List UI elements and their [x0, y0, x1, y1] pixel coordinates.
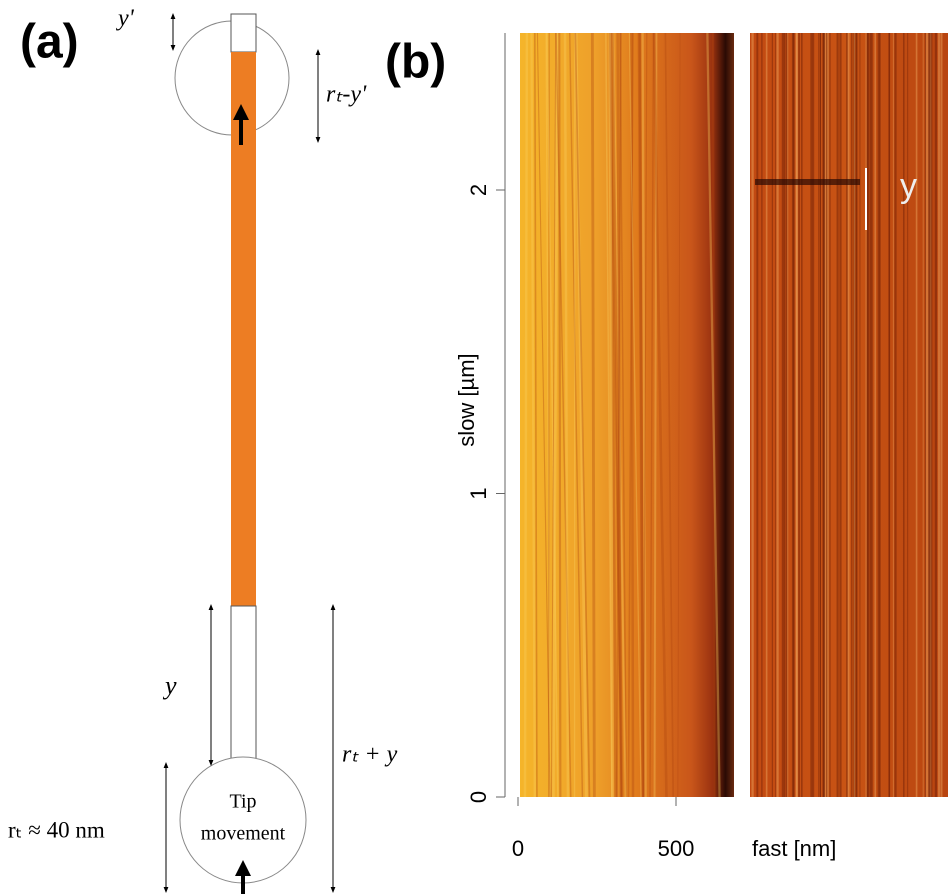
stripe	[548, 32, 550, 798]
stripe	[653, 32, 658, 798]
panel-label: (b)	[385, 36, 446, 89]
panel-a: (a) y' rₜ-y' y rₜ + y rₜ ≈ 40 nm Tip mov…	[8, 6, 398, 894]
afm-image	[520, 33, 734, 797]
y-tick-label: 0	[466, 791, 491, 803]
tip-text: movement	[201, 823, 286, 845]
stripes	[523, 32, 943, 798]
rod-empty	[230, 13, 257, 53]
stripe	[590, 32, 596, 798]
rod-empty	[230, 605, 257, 766]
stripe	[558, 32, 562, 798]
stripe	[608, 32, 623, 798]
dimension-label: y'	[116, 6, 135, 32]
panel-label: (a)	[20, 16, 79, 69]
stripe	[619, 32, 628, 798]
y-axis-label: slow [µm]	[454, 353, 479, 446]
stripe	[610, 32, 624, 798]
stripe	[638, 32, 645, 798]
stripe	[637, 32, 645, 798]
dimension-label: rₜ-y'	[326, 82, 367, 108]
afm-image	[750, 33, 948, 797]
stripe	[677, 32, 681, 798]
stripe	[652, 32, 668, 798]
stripe	[642, 32, 648, 798]
stripe	[574, 32, 591, 798]
stripe	[616, 32, 623, 798]
stripe	[627, 32, 634, 798]
dimension-label: y	[162, 671, 177, 700]
stripe	[530, 32, 536, 798]
y-tick-label: 1	[466, 487, 491, 499]
panel-b: (b) slow [µm] fast [nm] y 0 1 2 0 500	[385, 32, 948, 861]
rod-filled	[231, 52, 256, 606]
stripe	[551, 32, 559, 798]
stripe	[574, 32, 588, 798]
tip-circle	[179, 756, 307, 884]
stripe	[536, 32, 551, 798]
stripe	[628, 32, 642, 798]
stripe	[664, 32, 675, 798]
stripe	[712, 32, 716, 798]
stripe	[546, 32, 559, 798]
stripe	[568, 32, 584, 798]
dimension-label: rₜ + y	[342, 742, 398, 768]
stripe	[550, 32, 557, 798]
stripe	[706, 32, 721, 798]
x-tick-label: 500	[658, 836, 695, 861]
tip-text: Tip	[229, 791, 256, 813]
x-axis-label: fast [nm]	[752, 836, 836, 861]
stripe	[641, 32, 647, 798]
stripe	[523, 32, 529, 798]
stripe	[534, 32, 538, 798]
stripe	[609, 32, 618, 798]
stripe	[612, 32, 627, 798]
stripe	[545, 32, 551, 798]
stripe	[555, 32, 572, 798]
stripe	[649, 32, 655, 798]
stripe	[615, 32, 622, 798]
annotation: y	[900, 167, 917, 205]
dimension-label: rₜ ≈ 40 nm	[8, 817, 105, 842]
stripe	[608, 32, 614, 798]
y-tick-label: 2	[466, 184, 491, 196]
stripe	[605, 32, 613, 798]
stripe	[630, 32, 635, 798]
stripe	[563, 32, 570, 798]
x-tick-label: 0	[512, 836, 524, 861]
